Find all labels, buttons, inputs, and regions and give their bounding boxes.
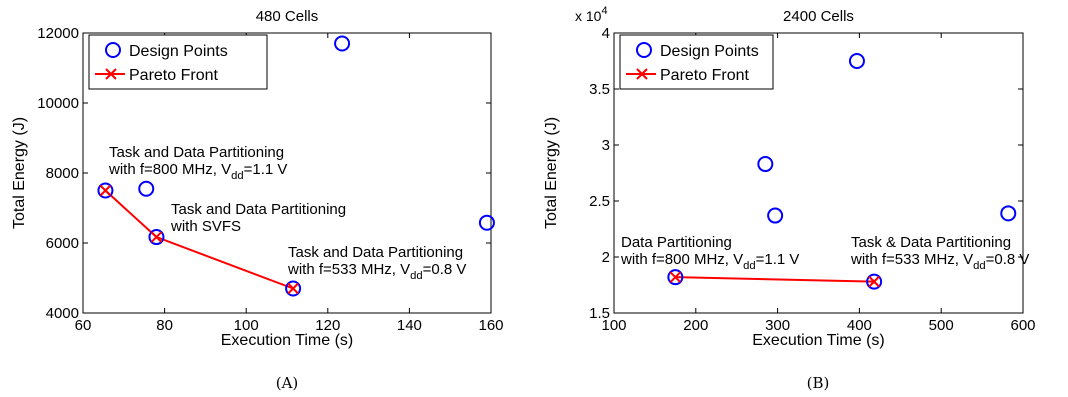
legend-label-pareto-front: Pareto Front (129, 67, 218, 84)
x-tick-label: 500 (929, 317, 954, 334)
x-tick-label: 400 (847, 317, 872, 334)
annotation-line: with SVFS (170, 218, 241, 235)
annotation-line: with f=800 MHz, Vdd=1.1 V (620, 251, 799, 272)
y-axis-label: Total Energy (J) (543, 117, 560, 229)
legend: Design Points Pareto Front (619, 34, 774, 90)
x-tick-label: 80 (156, 317, 173, 334)
pareto-x-stroke (99, 184, 112, 197)
legend-label-design-points: Design Points (660, 43, 759, 60)
pareto-point-marker (287, 282, 299, 295)
legend-label-design-points: Design Points (129, 43, 228, 60)
design-point-marker (334, 35, 351, 52)
chart-title: 2400 Cells (783, 8, 854, 25)
x-tick-label: 200 (683, 317, 708, 334)
x-tick-label: 100 (601, 317, 626, 334)
x-tick-label: 60 (75, 317, 92, 334)
plot-area-frame (613, 32, 1024, 314)
design-point-marker (757, 156, 774, 173)
annotation-line: Task and Data Partitioning (288, 244, 463, 261)
pareto-point-marker (868, 275, 880, 288)
x-tick-label: 140 (397, 317, 422, 334)
axis-multiplier: x 104 (575, 5, 608, 24)
legend-x-swatch (105, 68, 117, 80)
y-tick-label: 3.5 (589, 81, 610, 98)
annotation-line: with f=533 MHz, Vdd=0.8 V (850, 251, 1029, 272)
legend-x-swatch (636, 68, 648, 80)
y-tick-label: 2 (602, 249, 610, 266)
chart-title: 480 Cells (256, 8, 319, 25)
y-tick-label: 4 (602, 25, 610, 42)
y-tick-label: 2.5 (589, 193, 610, 210)
y-tick-label: 1.5 (589, 305, 610, 322)
x-axis-label: Execution Time (s) (752, 332, 884, 349)
figure-caption: (B) (807, 374, 830, 392)
design-point-marker (148, 229, 165, 246)
chart-panel-2: 100 200 300 400 500 600 1.5 2 2.5 3 3.5 4 2400 Cells… (543, 5, 1036, 392)
pareto-x-stroke (150, 231, 163, 243)
legend-label-pareto-front: Pareto Front (660, 67, 749, 84)
x-tick-label: 100 (234, 317, 259, 334)
annotation-line: with f=800 MHz, Vdd=1.1 V (108, 161, 287, 182)
figure-caption: (A) (276, 374, 299, 392)
annotation-line: with f=533 MHz, Vdd=0.8 V (287, 261, 466, 282)
pareto-point-marker (669, 271, 682, 283)
design-point-marker (138, 180, 155, 197)
design-point-marker (97, 182, 114, 199)
pareto-point-marker (99, 184, 112, 197)
design-point-marker (478, 214, 495, 231)
x-tick-label: 300 (765, 317, 790, 334)
y-tick-label: 10000 (37, 95, 79, 112)
design-point-marker (866, 273, 883, 290)
y-tick-label: 3 (602, 137, 610, 154)
legend: Design Points Pareto Front (88, 34, 268, 90)
y-tick-label: 4000 (46, 305, 79, 322)
chart-panel-1: 60 80 100 120 140 160 4000 6000 8000 10000 12000 48… (11, 8, 504, 392)
legend-box (88, 34, 268, 90)
y-axis-label: Total Energy (J) (11, 117, 28, 229)
y-tick-label: 12000 (37, 25, 79, 42)
y-tick-label: 6000 (46, 235, 79, 252)
annotation-line: Task and Data Partitioning (109, 144, 284, 161)
annotation-line: Task & Data Partitioning (851, 234, 1011, 251)
legend-circle-swatch (636, 42, 652, 58)
annotation-line: Data Partitioning (621, 234, 732, 251)
legend-circle-swatch (105, 42, 121, 58)
design-point-marker (1000, 205, 1017, 222)
pareto-front-line (675, 276, 875, 283)
x-tick-label: 120 (315, 317, 340, 334)
pareto-x-stroke (868, 275, 880, 288)
design-point-marker (667, 269, 684, 286)
y-tick-label: 8000 (46, 165, 79, 182)
x-tick-label: 600 (1010, 317, 1035, 334)
x-axis-label: Execution Time (s) (221, 332, 353, 349)
annotation-line: Task and Data Partitioning (171, 201, 346, 218)
pareto-x-stroke (287, 282, 299, 295)
pareto-point-marker (150, 231, 163, 243)
x-tick-label: 160 (478, 317, 503, 334)
design-point-marker (848, 53, 865, 69)
pareto-x-stroke (669, 271, 682, 283)
design-point-marker (767, 207, 784, 224)
design-point-marker (285, 280, 302, 297)
